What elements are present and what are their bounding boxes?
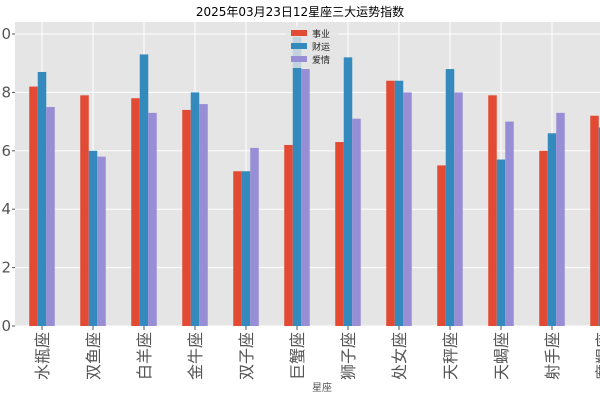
- x-tick-label: 摩羯座: [594, 332, 600, 380]
- bar-事业-狮子座: [335, 142, 344, 326]
- bar-事业-双子座: [233, 171, 242, 326]
- bar-事业-水瓶座: [29, 86, 38, 326]
- bar-财运-白羊座: [139, 54, 149, 326]
- x-tick-label: 处女座: [390, 332, 409, 380]
- bar-财运-天秤座: [445, 69, 455, 326]
- legend-swatch: [291, 30, 307, 36]
- y-tick-label: 8: [1, 83, 11, 101]
- x-tick-label: 金牛座: [186, 332, 205, 380]
- bar-财运-狮子座: [343, 57, 353, 327]
- legend-swatch: [291, 43, 307, 49]
- bar-爱情-天蝎座: [505, 121, 514, 326]
- bar-爱情-双鱼座: [97, 156, 106, 326]
- bar-爱情-处女座: [403, 92, 412, 327]
- x-tick-label: 双鱼座: [84, 332, 103, 380]
- chart-title: 2025年03月23日12星座三大运势指数: [196, 4, 404, 19]
- bar-事业-巨蟹座: [284, 144, 293, 326]
- x-tick-label: 天秤座: [441, 332, 460, 380]
- bar-爱情-狮子座: [352, 118, 361, 327]
- legend-label: 事业: [312, 28, 330, 40]
- bar-财运-射手座: [547, 133, 557, 326]
- y-tick-label: 4: [1, 200, 11, 218]
- x-tick-label: 巨蟹座: [288, 332, 307, 380]
- bar-财运-双鱼座: [88, 150, 98, 326]
- bar-财运-双子座: [241, 171, 251, 326]
- bar-爱情-射手座: [556, 112, 565, 326]
- x-tick-label: 白羊座: [135, 332, 154, 380]
- y-tick-label: 10: [0, 25, 11, 43]
- bar-事业-天蝎座: [488, 95, 497, 326]
- bar-财运-巨蟹座: [292, 36, 302, 327]
- bar-事业-双鱼座: [80, 95, 89, 326]
- bar-爱情-巨蟹座: [301, 69, 310, 326]
- x-tick-label: 天蝎座: [492, 332, 511, 380]
- bar-财运-水瓶座: [37, 71, 47, 327]
- bar-财运-金牛座: [190, 92, 200, 327]
- y-tick-label: 6: [1, 142, 11, 160]
- y-tick-label: 0: [1, 317, 11, 335]
- bar-爱情-水瓶座: [46, 107, 55, 326]
- bar-事业-射手座: [539, 150, 548, 326]
- bar-事业-金牛座: [182, 109, 191, 326]
- x-tick-label: 水瓶座: [33, 332, 52, 380]
- bar-财运-天蝎座: [496, 159, 506, 326]
- x-tick-label: 射手座: [543, 332, 562, 380]
- x-tick-label: 狮子座: [339, 332, 358, 380]
- bar-财运-摩羯座: [598, 127, 600, 326]
- x-tick-label: 双子座: [237, 332, 256, 380]
- y-tick-label: 2: [1, 259, 11, 277]
- legend-label: 财运: [312, 41, 330, 53]
- legend-label: 爱情: [312, 54, 330, 66]
- bar-爱情-白羊座: [148, 112, 157, 326]
- bar-事业-白羊座: [131, 98, 140, 327]
- bar-爱情-金牛座: [199, 104, 208, 326]
- bar-事业-处女座: [386, 80, 395, 326]
- legend-swatch: [291, 56, 307, 62]
- bar-爱情-天秤座: [454, 92, 463, 327]
- bar-财运-处女座: [394, 80, 404, 326]
- bar-事业-天秤座: [437, 165, 446, 326]
- bar-事业-摩羯座: [590, 115, 599, 326]
- bar-爱情-双子座: [250, 147, 259, 326]
- x-axis-label: 星座: [312, 381, 332, 394]
